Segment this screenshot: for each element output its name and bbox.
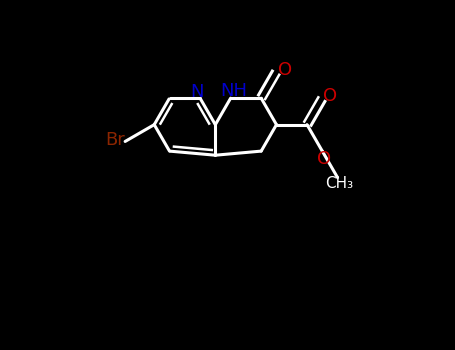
- Text: O: O: [317, 150, 331, 168]
- Text: CH₃: CH₃: [325, 176, 354, 191]
- Text: N: N: [190, 83, 203, 101]
- Text: O: O: [323, 88, 337, 105]
- Text: NH: NH: [220, 82, 247, 99]
- Text: O: O: [278, 61, 292, 79]
- Text: Br: Br: [106, 131, 125, 149]
